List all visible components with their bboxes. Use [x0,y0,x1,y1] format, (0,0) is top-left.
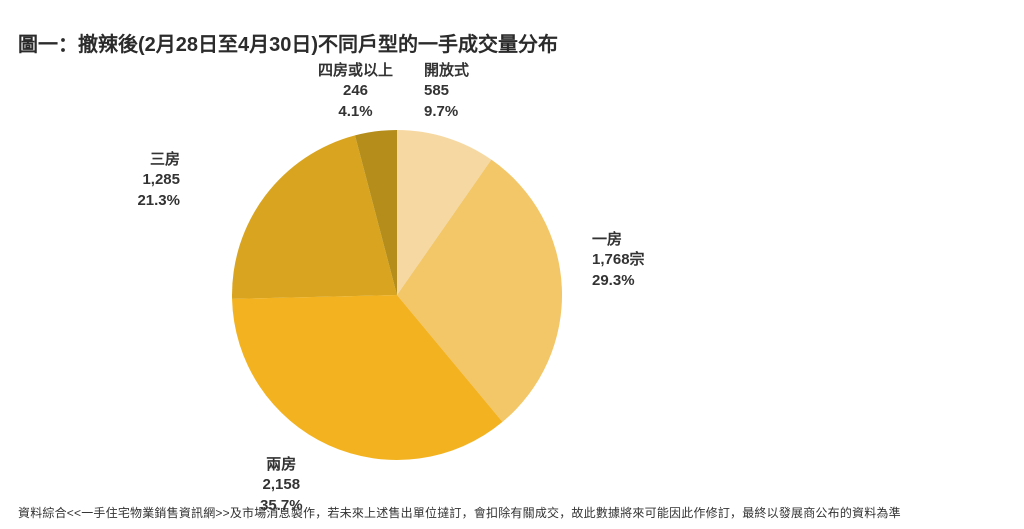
slice-label-one-br: 一房 1,768宗 29.3% [592,230,645,291]
slice-percent: 9.7% [424,102,469,122]
slice-value: 1,768宗 [592,250,645,270]
slice-name: 一房 [592,230,645,250]
chart-footnote: 資料綜合<<一手住宅物業銷售資訊網>>及市場消息製作，若未來上述售出單位撻訂，會… [18,504,901,521]
slice-label-studio: 開放式 585 9.7% [424,61,469,122]
slice-name: 四房或以上 [318,61,393,81]
slice-name: 開放式 [424,61,469,81]
slice-percent: 21.3% [137,191,180,211]
pie-chart-container: 開放式 585 9.7% 一房 1,768宗 29.3% 兩房 2,158 35… [0,55,1024,485]
slice-value: 246 [318,81,393,101]
slice-percent: 4.1% [318,102,393,122]
slice-percent: 29.3% [592,271,645,291]
slice-label-four-plus: 四房或以上 246 4.1% [318,61,393,122]
slice-value: 1,285 [137,170,180,190]
chart-title: 圖一：撤辣後(2月28日至4月30日)不同戶型的一手成交量分布 [18,28,558,57]
slice-value: 585 [424,81,469,101]
slice-label-three-br: 三房 1,285 21.3% [137,150,180,211]
slice-value: 2,158 [260,475,303,495]
slice-name: 三房 [137,150,180,170]
pie-chart [232,130,562,460]
slice-name: 兩房 [260,455,303,475]
